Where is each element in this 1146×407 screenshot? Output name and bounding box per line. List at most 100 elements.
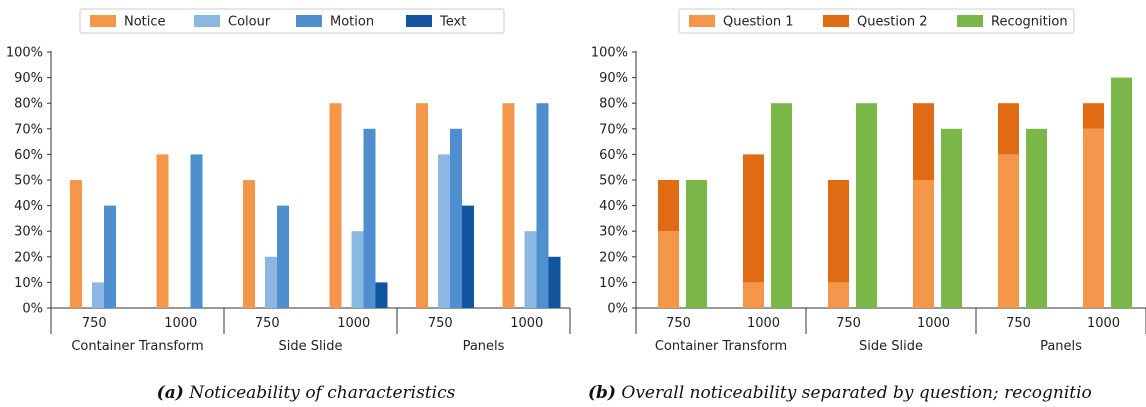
chart-b-ytick-label: 50% — [599, 174, 628, 189]
chart-a-group-label: Panels — [463, 339, 505, 354]
chart-b-bar-question-2 — [828, 180, 849, 283]
caption-b-text: Overall noticeability separated by quest… — [621, 383, 1091, 403]
chart-b-bar-recognition — [941, 128, 962, 308]
chart-a-ytick-label: 10% — [14, 276, 43, 291]
chart-a-ytick-label: 60% — [14, 148, 43, 163]
chart-b-bar-question-1 — [658, 231, 679, 308]
chart-a-bar-motion — [104, 205, 116, 308]
chart-a-bar-motion — [536, 103, 549, 308]
chart-a-ytick-label: 40% — [14, 199, 43, 214]
chart-a-legend-swatch — [406, 15, 432, 27]
chart-b-bar-question-1 — [998, 154, 1019, 308]
chart-a-bar-colour — [92, 282, 104, 308]
caption-a-text: Noticeability of characteristics — [188, 383, 455, 403]
chart-b-ytick-label: 80% — [599, 97, 628, 112]
chart-a-bar-notice — [156, 154, 169, 308]
chart-b-bar-question-2 — [913, 103, 934, 180]
chart-b-ytick-label: 40% — [599, 199, 628, 214]
chart-a-xtick-label: 750 — [255, 316, 280, 331]
chart-b-bar-question-1 — [1083, 128, 1104, 308]
chart-a-bar-notice — [329, 103, 342, 308]
chart-b-ytick-label: 100% — [591, 46, 628, 61]
chart-b-group-label: Container Transform — [655, 339, 787, 354]
chart-b-ytick-label: 90% — [599, 71, 628, 86]
chart-a-bar-text — [375, 282, 388, 308]
chart-a-bar-notice — [416, 103, 428, 308]
chart-a-bar-colour — [438, 154, 450, 308]
chart-a-ytick-label: 20% — [14, 250, 43, 265]
chart-b-legend-label: Recognition — [991, 15, 1068, 30]
chart-a-ytick-label: 90% — [14, 71, 43, 86]
chart-a-bar-colour — [351, 231, 364, 308]
chart-a-xtick-label: 750 — [428, 316, 453, 331]
chart-b-bar-question-2 — [1083, 103, 1104, 129]
chart-b-bar-question-1 — [743, 282, 764, 308]
chart-a-ytick-label: 30% — [14, 225, 43, 240]
chart-a-ytick-label: 0% — [22, 302, 43, 317]
chart-b-group-label: Side Slide — [859, 339, 923, 354]
chart-a-bar-motion — [277, 205, 289, 308]
caption-a-label: (a) — [157, 383, 184, 403]
chart-a-legend-label: Colour — [228, 15, 271, 30]
chart-a-bar-motion — [363, 128, 376, 308]
chart-b-ytick-label: 0% — [607, 302, 628, 317]
chart-a-ytick-label: 80% — [14, 97, 43, 112]
chart-b-legend-swatch — [957, 15, 983, 27]
chart-a-bar-text — [548, 256, 561, 308]
chart-b-xtick-label: 1000 — [747, 316, 780, 331]
chart-a-xtick-label: 1000 — [510, 316, 543, 331]
chart-b-bar-question-2 — [658, 180, 679, 232]
chart-b-bar-recognition — [686, 180, 707, 308]
chart-b-legend-label: Question 2 — [857, 15, 928, 30]
chart-a-legend-label: Motion — [330, 15, 374, 30]
chart-b-bar-recognition — [856, 103, 877, 308]
chart-b-ytick-label: 30% — [599, 225, 628, 240]
chart-b-xtick-label: 1000 — [1087, 316, 1120, 331]
chart-a-legend-label: Text — [439, 15, 466, 30]
chart-a-group-label: Side Slide — [279, 339, 343, 354]
chart-a-legend-box — [79, 8, 505, 34]
chart-a-xtick-label: 750 — [82, 316, 107, 331]
chart-b-ytick-label: 60% — [599, 148, 628, 163]
chart-b-bar-recognition — [771, 103, 792, 308]
chart-b-bar-question-1 — [828, 282, 849, 308]
chart-b-xtick-label: 750 — [666, 316, 691, 331]
chart-b-ytick-label: 70% — [599, 122, 628, 137]
chart-a-legend-swatch — [296, 15, 322, 27]
chart-b-legend-swatch — [689, 15, 715, 27]
chart-a-legend-swatch — [90, 15, 116, 27]
chart-a-bar-colour — [265, 256, 277, 308]
caption-b: (b) Overall noticeability separated by q… — [588, 383, 1092, 403]
caption-a: (a) Noticeability of characteristics — [157, 383, 456, 403]
chart-b-bar-recognition — [1111, 77, 1132, 308]
chart-b-bar-question-1 — [913, 180, 934, 308]
chart-a-legend: Notice Colour Motion Text — [79, 8, 505, 34]
chart-b: 0% 10% 20% 30% 40% 50% 60% 70% 80% 90% 100% 750 1000… — [591, 8, 1146, 354]
chart-a-xtick-label: 1000 — [337, 316, 370, 331]
chart-a-ytick-label: 70% — [14, 122, 43, 137]
chart-a: 0% 10% 20% 30% 40% 50% 60% 70% 80% 90% 100% 750 1000… — [6, 8, 571, 354]
chart-b-ytick-label: 10% — [599, 276, 628, 291]
chart-b-group-label: Panels — [1040, 339, 1082, 354]
chart-b-xtick-label: 1000 — [917, 316, 950, 331]
chart-a-group-label: Container Transform — [71, 339, 203, 354]
chart-a-bar-notice — [70, 180, 82, 308]
chart-b-xtick-label: 750 — [1006, 316, 1031, 331]
caption-b-label: (b) — [588, 383, 616, 403]
chart-a-legend-label: Notice — [124, 15, 166, 30]
chart-a-ytick-label: 100% — [6, 46, 43, 61]
chart-b-bar-recognition — [1026, 128, 1047, 308]
chart-a-bar-motion — [190, 154, 203, 308]
chart-a-bar-motion — [450, 128, 462, 308]
chart-a-xtick-label: 1000 — [164, 316, 197, 331]
chart-a-bar-notice — [243, 180, 255, 308]
chart-b-bar-question-2 — [743, 154, 764, 283]
chart-b-bar-question-2 — [998, 103, 1019, 155]
chart-a-legend-swatch — [194, 15, 220, 27]
chart-b-legend: Question 1 Question 2 Recognition — [678, 8, 1075, 34]
chart-b-xtick-label: 750 — [836, 316, 861, 331]
chart-a-bar-colour — [524, 231, 537, 308]
chart-a-bar-text — [462, 205, 474, 308]
chart-a-bar-notice — [502, 103, 515, 308]
